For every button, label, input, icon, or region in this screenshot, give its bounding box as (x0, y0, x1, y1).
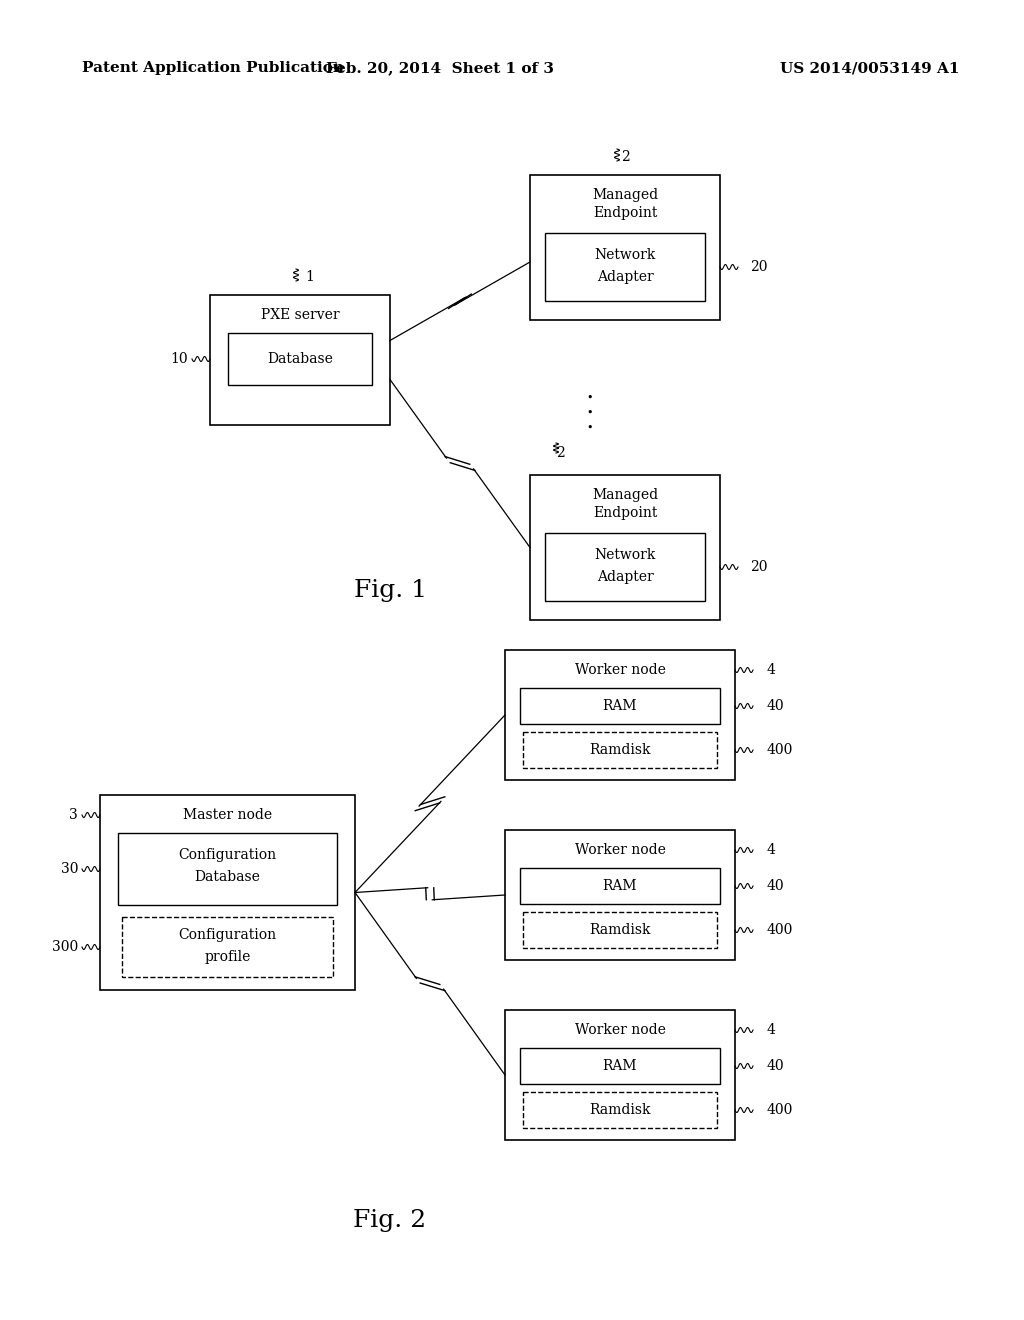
Bar (520, 688, 720, 723)
Text: PXE server: PXE server (261, 308, 339, 322)
Text: 400: 400 (767, 1104, 794, 1117)
Text: RAM: RAM (603, 1059, 637, 1073)
Text: Ramdisk: Ramdisk (589, 1104, 650, 1117)
Text: Ramdisk: Ramdisk (589, 923, 650, 937)
Text: 20: 20 (750, 260, 768, 275)
Bar (523, 1092, 717, 1129)
Bar (530, 475, 720, 620)
Text: 4: 4 (767, 843, 776, 857)
Bar (520, 869, 720, 904)
Bar (505, 649, 735, 780)
Text: 400: 400 (767, 923, 794, 937)
Text: •: • (587, 408, 593, 418)
Text: Endpoint: Endpoint (593, 506, 657, 520)
Text: Configuration: Configuration (178, 847, 276, 862)
Bar (523, 733, 717, 768)
Text: 4: 4 (767, 1023, 776, 1038)
Bar (122, 917, 333, 977)
Text: profile: profile (205, 950, 251, 964)
Text: Feb. 20, 2014  Sheet 1 of 3: Feb. 20, 2014 Sheet 1 of 3 (326, 61, 554, 75)
Text: Worker node: Worker node (574, 663, 666, 677)
Bar (545, 533, 705, 601)
Text: Endpoint: Endpoint (593, 206, 657, 220)
Text: Managed: Managed (592, 187, 658, 202)
Text: Network: Network (594, 548, 655, 562)
Bar (545, 234, 705, 301)
Text: Database: Database (195, 870, 260, 884)
Text: RAM: RAM (603, 879, 637, 894)
Text: Database: Database (267, 352, 333, 366)
Bar (530, 176, 720, 319)
Text: Adapter: Adapter (597, 570, 653, 583)
Text: Configuration: Configuration (178, 928, 276, 942)
Text: 2: 2 (621, 150, 630, 164)
Bar (118, 833, 337, 906)
Text: US 2014/0053149 A1: US 2014/0053149 A1 (780, 61, 959, 75)
Text: 4: 4 (767, 663, 776, 677)
Text: •: • (587, 422, 593, 433)
Bar (505, 1010, 735, 1140)
Text: 2: 2 (556, 446, 564, 459)
Text: Worker node: Worker node (574, 843, 666, 857)
Text: 400: 400 (767, 743, 794, 756)
Text: 40: 40 (767, 700, 784, 713)
Bar (100, 795, 355, 990)
Text: 10: 10 (170, 352, 188, 366)
Text: Master node: Master node (183, 808, 272, 822)
Bar (228, 333, 372, 385)
Text: 3: 3 (70, 808, 78, 822)
Text: 40: 40 (767, 879, 784, 894)
Text: 300: 300 (52, 940, 78, 954)
Bar (210, 294, 390, 425)
Text: 40: 40 (767, 1059, 784, 1073)
Text: Worker node: Worker node (574, 1023, 666, 1038)
Bar (520, 1048, 720, 1084)
Bar (505, 830, 735, 960)
Text: Network: Network (594, 248, 655, 261)
Text: Ramdisk: Ramdisk (589, 743, 650, 756)
Text: RAM: RAM (603, 700, 637, 713)
Text: Adapter: Adapter (597, 271, 653, 284)
Text: Fig. 2: Fig. 2 (353, 1209, 427, 1232)
Text: •: • (587, 393, 593, 403)
Text: Patent Application Publication: Patent Application Publication (82, 61, 344, 75)
Text: 20: 20 (750, 560, 768, 574)
Text: 30: 30 (60, 862, 78, 876)
Bar (523, 912, 717, 948)
Text: Fig. 1: Fig. 1 (353, 578, 427, 602)
Text: Managed: Managed (592, 488, 658, 502)
Text: 1: 1 (305, 271, 314, 284)
